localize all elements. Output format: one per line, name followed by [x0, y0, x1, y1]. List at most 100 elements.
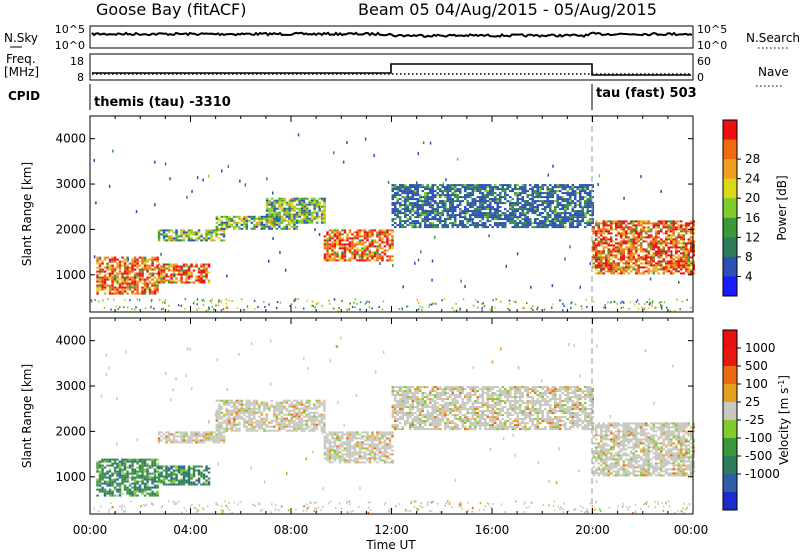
heatmap-cell	[591, 218, 594, 221]
heatmap-cell	[351, 253, 354, 256]
heatmap-cell	[187, 465, 191, 468]
heatmap-cell	[293, 427, 296, 430]
heatmap-cell	[416, 210, 419, 213]
heatmap-cell	[366, 245, 369, 248]
heatmap-cell	[464, 285, 466, 288]
heatmap-cell	[215, 425, 219, 428]
heatmap-cell	[579, 220, 582, 223]
heatmap-cell	[133, 492, 137, 495]
heatmap-cell	[121, 284, 124, 287]
heatmap-cell	[177, 441, 181, 444]
heatmap-cell	[136, 286, 139, 289]
heatmap-cell	[620, 224, 623, 227]
heatmap-cell	[315, 405, 319, 408]
heatmap-cell	[637, 230, 640, 233]
heatmap-cell	[665, 250, 668, 253]
heatmap-cell	[240, 223, 244, 226]
heatmap-cell	[600, 228, 603, 231]
heatmap-cell	[597, 254, 600, 257]
heatmap-cell	[680, 248, 683, 251]
heatmap-cell	[501, 184, 504, 187]
heatmap-cell	[156, 260, 159, 263]
heatmap-cell	[215, 417, 219, 420]
heatmap-cell	[310, 219, 314, 222]
heatmap-cell	[318, 399, 321, 402]
heatmap-cell	[337, 309, 340, 312]
heatmap-cell	[660, 306, 663, 309]
heatmap-cell	[685, 254, 688, 257]
heatmap-cell	[602, 242, 605, 245]
heatmap-cell	[436, 186, 439, 189]
heatmap-cell	[607, 301, 609, 304]
heatmap-cell	[167, 439, 171, 442]
heatmap-cell	[283, 427, 286, 430]
heatmap-cell	[514, 186, 517, 189]
heatmap-cell	[657, 264, 660, 267]
heatmap-cell	[308, 211, 311, 214]
heatmap-cell	[113, 470, 117, 473]
heatmap-cell	[108, 260, 112, 263]
heatmap-cell	[579, 210, 582, 213]
heatmap-cell	[118, 290, 122, 293]
heatmap-cell	[113, 458, 117, 461]
heatmap-cell	[197, 235, 201, 238]
heatmap-cell	[670, 230, 673, 233]
heatmap-cell	[657, 260, 660, 263]
heatmap-cell	[148, 458, 152, 461]
heatmap-cell	[546, 216, 549, 219]
heatmap-cell	[634, 303, 636, 306]
heatmap-cell	[685, 248, 688, 251]
heatmap-cell	[157, 477, 161, 480]
heatmap-cell	[190, 467, 193, 470]
heatmap-cell	[446, 184, 449, 187]
heatmap-cell	[111, 282, 114, 285]
heatmap-cell	[406, 194, 409, 197]
heatmap-cell	[539, 220, 542, 223]
heatmap-cell	[419, 226, 422, 229]
heatmap-cell	[310, 203, 314, 206]
heatmap-cell	[441, 192, 444, 195]
heatmap-cell	[559, 186, 562, 189]
heatmap-cell	[305, 207, 309, 210]
heatmap-cell	[293, 411, 296, 414]
heatmap-cell	[138, 292, 142, 295]
heatmap-cell	[469, 214, 472, 217]
heatmap-cell	[647, 307, 650, 310]
heatmap-cell	[131, 472, 134, 475]
heatmap-cell	[228, 415, 231, 418]
heatmap-cell	[401, 196, 404, 199]
heatmap-cell	[263, 217, 266, 220]
heatmap-cell	[293, 419, 296, 422]
heatmap-cell	[165, 229, 168, 232]
heatmap-cell	[220, 435, 223, 438]
heatmap-cell	[524, 184, 527, 187]
heatmap-cell	[592, 266, 595, 269]
heatmap-cell	[501, 186, 504, 189]
heatmap-cell	[399, 188, 402, 191]
heatmap-cell	[333, 241, 337, 244]
heatmap-cell	[421, 184, 424, 187]
heatmap-cell	[597, 244, 600, 247]
heatmap-cell	[686, 298, 688, 301]
heatmap-cell	[222, 239, 226, 242]
heatmap-cell	[484, 194, 487, 197]
heatmap-cell	[484, 198, 487, 201]
heatmap-cell	[414, 192, 417, 195]
heatmap-cell	[496, 194, 499, 197]
heatmap-cell	[133, 274, 137, 277]
heatmap-cell	[156, 264, 159, 267]
heatmap-cell	[491, 214, 494, 217]
heatmap-cell	[300, 429, 304, 432]
heatmap-cell	[488, 234, 490, 238]
heatmap-cell	[622, 272, 625, 275]
heatmap-cell	[605, 256, 608, 259]
heatmap-cell	[361, 251, 364, 254]
heatmap-cell	[529, 194, 532, 197]
heatmap-cell	[197, 439, 201, 442]
heatmap-cell	[363, 233, 367, 236]
heatmap-cell	[461, 184, 464, 187]
heatmap-cell	[439, 194, 442, 197]
heatmap-cell	[167, 281, 171, 284]
heatmap-cell	[138, 268, 142, 271]
heatmap-cell	[126, 276, 129, 279]
